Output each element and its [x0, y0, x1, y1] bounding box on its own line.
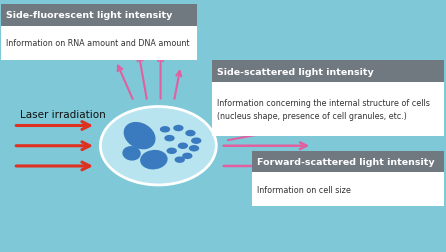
FancyBboxPatch shape	[252, 173, 444, 207]
Ellipse shape	[141, 151, 167, 169]
Circle shape	[174, 126, 183, 131]
Circle shape	[167, 149, 176, 154]
Text: Information on cell size: Information on cell size	[257, 185, 351, 194]
Ellipse shape	[100, 107, 216, 185]
Text: Side-fluorescent light intensity: Side-fluorescent light intensity	[6, 11, 173, 20]
Text: Laser irradiation: Laser irradiation	[20, 110, 106, 120]
Circle shape	[192, 139, 201, 144]
Text: Information on RNA amount and DNA amount: Information on RNA amount and DNA amount	[6, 39, 190, 48]
FancyBboxPatch shape	[252, 151, 444, 173]
Text: Information concerning the internal structure of cells
(nucleus shape, presence : Information concerning the internal stru…	[217, 99, 430, 120]
Circle shape	[190, 146, 198, 151]
Circle shape	[186, 131, 195, 136]
Circle shape	[175, 158, 184, 163]
FancyBboxPatch shape	[1, 26, 197, 60]
Ellipse shape	[124, 123, 155, 149]
Ellipse shape	[123, 147, 140, 160]
FancyBboxPatch shape	[1, 5, 197, 26]
Text: Forward-scattered light intensity: Forward-scattered light intensity	[257, 158, 435, 166]
Text: Side-scattered light intensity: Side-scattered light intensity	[217, 67, 374, 76]
FancyBboxPatch shape	[212, 60, 444, 83]
Circle shape	[165, 136, 174, 141]
FancyBboxPatch shape	[212, 83, 444, 136]
Circle shape	[178, 144, 187, 149]
Circle shape	[161, 127, 169, 132]
Circle shape	[183, 154, 192, 159]
